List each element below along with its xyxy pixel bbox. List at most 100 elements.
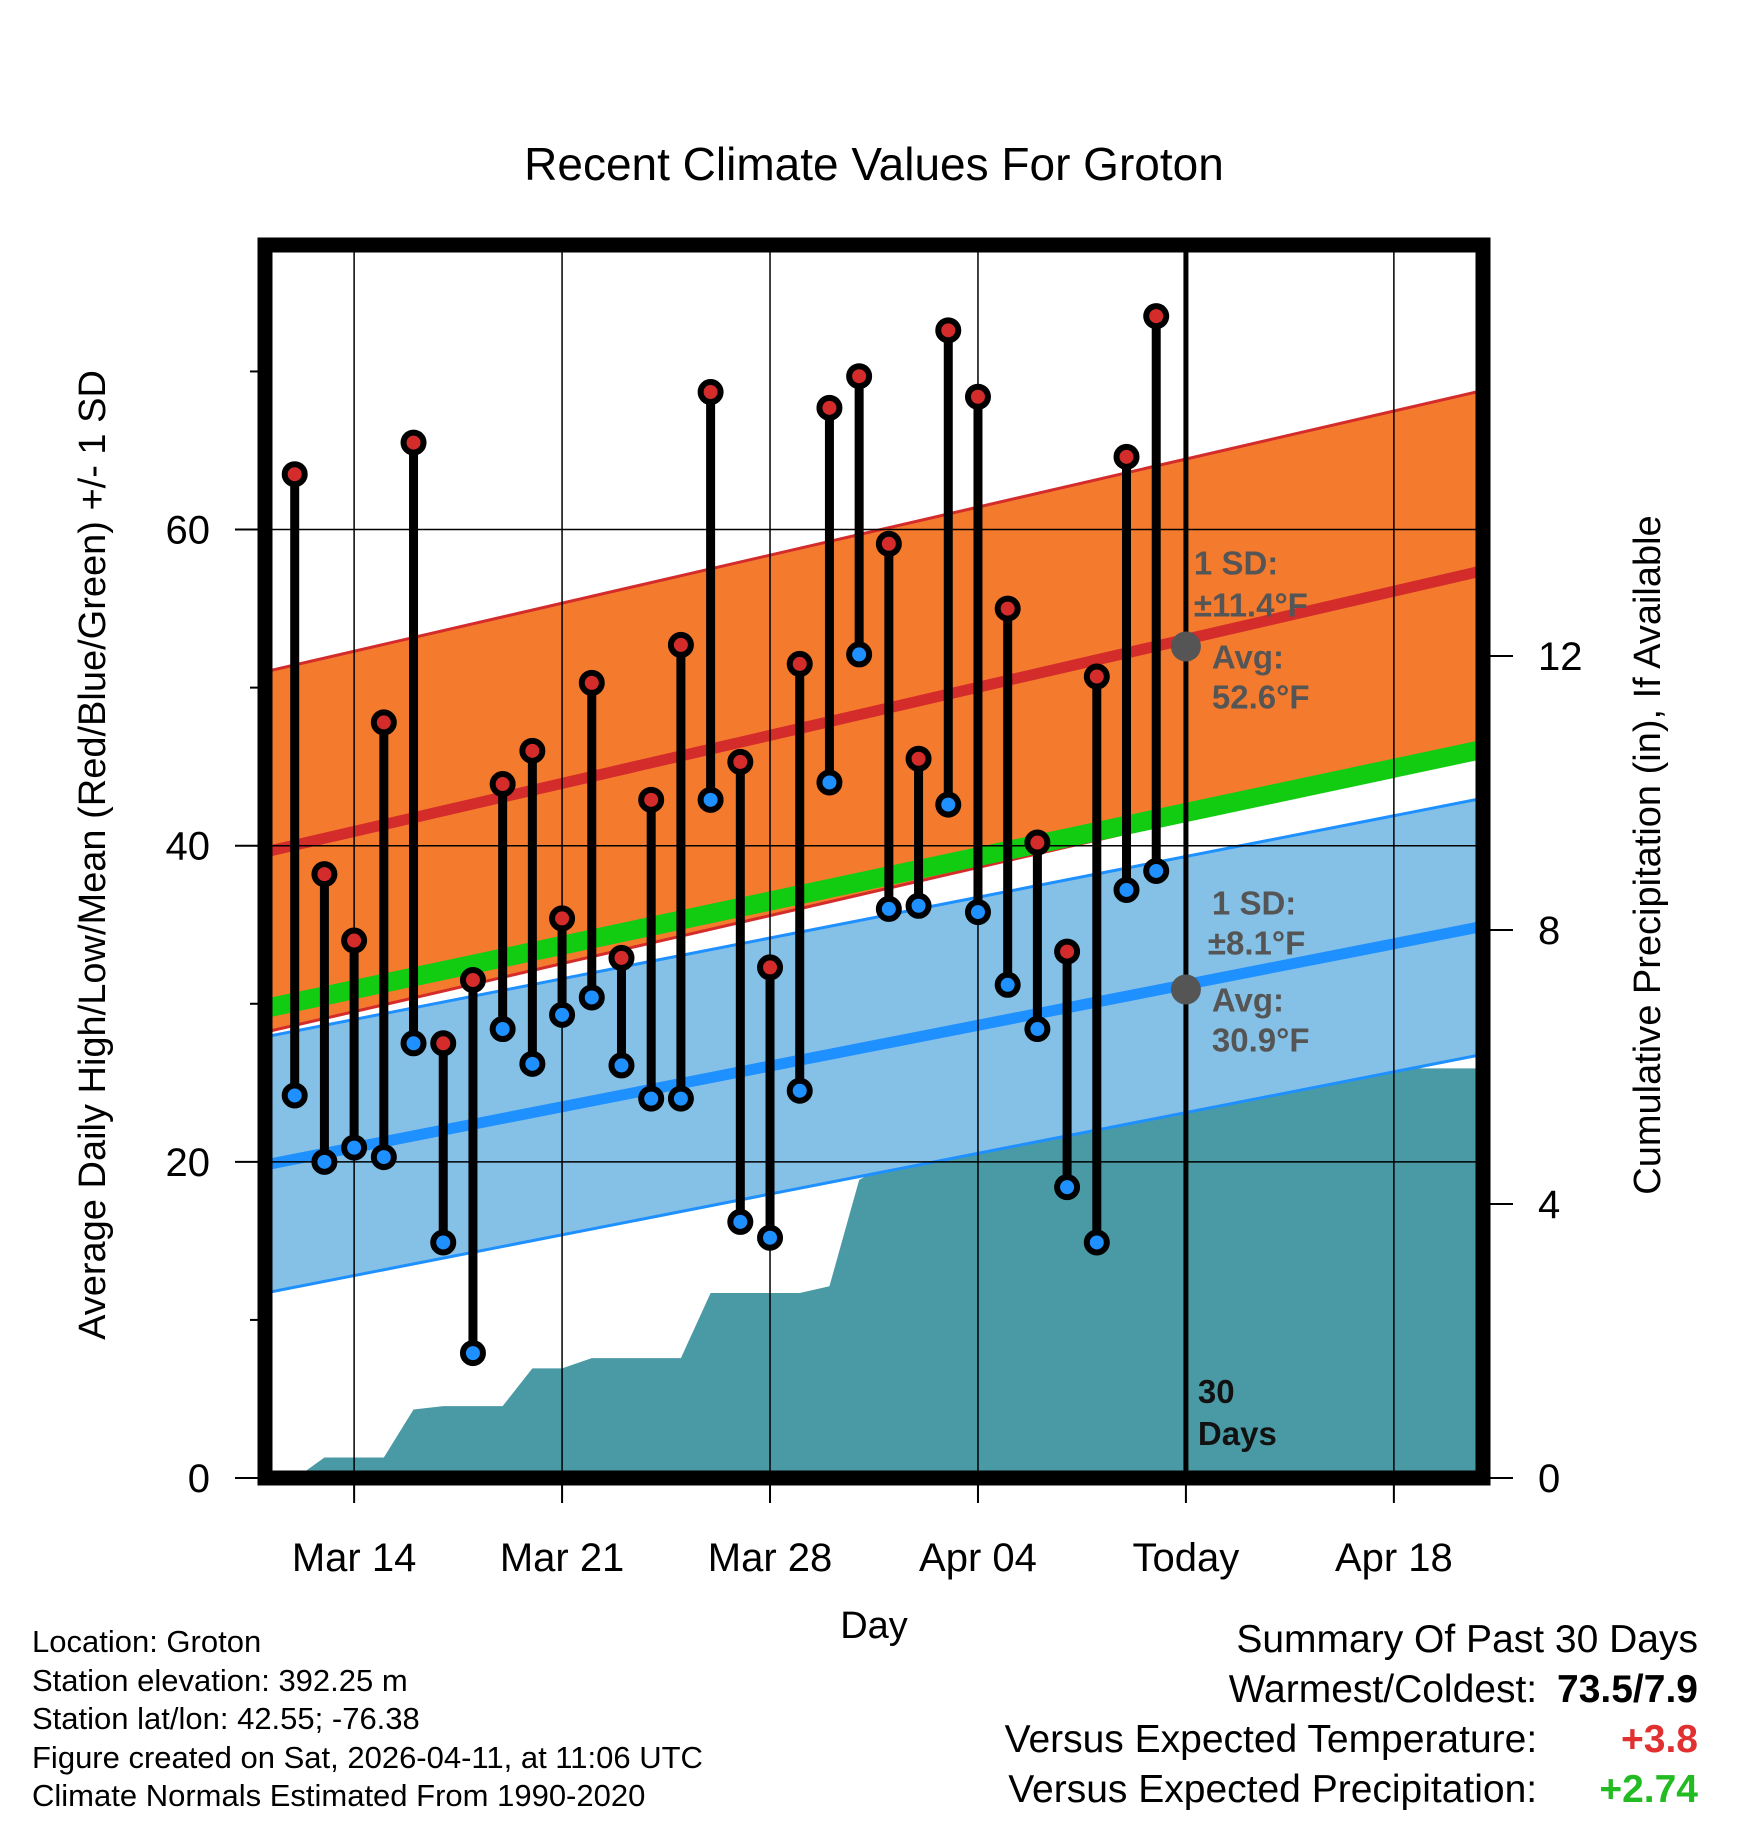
daily-high-point: [964, 383, 991, 410]
daily-low-point: [1143, 857, 1170, 884]
daily-low-point: [1054, 1174, 1081, 1201]
daily-low-point: [430, 1229, 457, 1256]
daily-low-point: [905, 892, 932, 919]
daily-high-point: [489, 771, 516, 798]
daily-low-point: [459, 1340, 486, 1367]
daily-high-point: [1113, 443, 1140, 470]
latlon-text: Station lat/lon: 42.55; -76.38: [32, 1701, 420, 1736]
daily-high-point: [935, 317, 962, 344]
daily-high-point: [549, 905, 576, 932]
low-avg-label: Avg:: [1212, 982, 1284, 1019]
daily-high-point: [846, 363, 873, 390]
daily-low-point: [757, 1224, 784, 1251]
x-tick-label: Apr 04: [919, 1536, 1037, 1580]
daily-low-point: [608, 1052, 635, 1079]
daily-low-point: [519, 1050, 546, 1077]
daily-high-point: [519, 737, 546, 764]
y-left-tick-label: 40: [166, 825, 211, 869]
normal-high-line: [265, 565, 1483, 858]
temp-diff-label: Versus Expected Temperature:: [1004, 1718, 1538, 1761]
daily-high-point: [341, 927, 368, 954]
precip-diff-value: +2.74: [1599, 1768, 1698, 1811]
daily-high-point: [638, 786, 665, 813]
summary-heading: Summary Of Past 30 Days: [1236, 1618, 1698, 1661]
low-sd-value: ±8.1°F: [1208, 925, 1305, 962]
daily-high-point: [459, 967, 486, 994]
y-axis-right-label: Cumulative Precipitation (in), If Availa…: [1627, 515, 1669, 1194]
daily-low-point: [816, 769, 843, 796]
daily-low-point: [1024, 1016, 1051, 1043]
daily-high-point: [757, 954, 784, 981]
daily-low-point: [400, 1030, 427, 1057]
daily-low-point: [370, 1144, 397, 1171]
low-sd-band-lower-edge: [265, 1052, 1483, 1295]
y-left-tick-label: 0: [188, 1457, 210, 1501]
daily-low-point: [638, 1085, 665, 1112]
daily-low-point: [667, 1085, 694, 1112]
x-tick-label: Mar 14: [292, 1536, 417, 1580]
daily-high-point: [1143, 303, 1170, 330]
normal-mean-line: [265, 739, 1483, 1018]
daily-low-point: [875, 895, 902, 922]
summary-temp-row: Versus Expected Temperature: +3.8: [1005, 1715, 1698, 1765]
daily-low-point: [281, 1082, 308, 1109]
daily-high-point: [816, 394, 843, 421]
daily-high-point: [1054, 938, 1081, 965]
daily-high-point: [786, 650, 813, 677]
y-right-tick-label: 0: [1538, 1457, 1560, 1501]
chart-title: Recent Climate Values For Groton: [524, 138, 1224, 190]
warmest-value: 73.5/7.9: [1557, 1668, 1698, 1711]
daily-high-point: [430, 1030, 457, 1057]
y-left-tick-label: 20: [166, 1141, 211, 1185]
daily-low-point: [1113, 876, 1140, 903]
plot-clip-group: [265, 245, 1483, 1478]
daily-high-point: [667, 631, 694, 658]
daily-low-point: [578, 984, 605, 1011]
daily-high-point: [281, 461, 308, 488]
high-sd-label: 1 SD:: [1194, 545, 1278, 582]
daily-high-point: [994, 595, 1021, 622]
high-sd-value: ±11.4°F: [1194, 587, 1308, 624]
temp-diff-value: +3.8: [1621, 1718, 1698, 1761]
precip-area: [265, 1068, 1483, 1478]
daily-low-point: [786, 1077, 813, 1104]
daily-high-point: [311, 861, 338, 888]
daily-high-point: [905, 745, 932, 772]
precip-diff-label: Versus Expected Precipitation:: [1008, 1768, 1538, 1811]
y-axis-left-label: Average Daily High/Low/Mean (Red/Blue/Gr…: [72, 370, 114, 1340]
x-axis-label: Day: [840, 1605, 908, 1647]
station-info: Location: Groton Station elevation: 392.…: [32, 1623, 703, 1816]
today-low-avg-dot: [1170, 974, 1201, 1005]
summary-panel: Summary Of Past 30 Days Warmest/Coldest:…: [1005, 1615, 1698, 1815]
x-tick-label: Today: [1133, 1536, 1240, 1580]
daily-high-point: [370, 709, 397, 736]
x-tick-label: Mar 21: [500, 1536, 625, 1580]
y-right-tick-label: 8: [1538, 909, 1560, 953]
daily-low-point: [549, 1001, 576, 1028]
daily-high-point: [578, 669, 605, 696]
daily-low-point: [994, 971, 1021, 998]
daily-low-point: [935, 791, 962, 818]
normals-text: Climate Normals Estimated From 1990-2020: [32, 1778, 646, 1813]
plot-frame: [257, 237, 1491, 1486]
daily-high-point: [400, 429, 427, 456]
y-right-tick-label: 12: [1538, 635, 1583, 679]
daily-high-point: [875, 530, 902, 557]
daily-high-point: [608, 944, 635, 971]
today-high-avg-dot: [1170, 631, 1201, 662]
daily-low-point: [697, 786, 724, 813]
x-tick-label: Mar 28: [708, 1536, 833, 1580]
summary-warmest-row: Warmest/Coldest: 73.5/7.9: [1005, 1665, 1698, 1715]
daily-low-point: [964, 899, 991, 926]
high-sd-band-upper-edge: [265, 388, 1483, 674]
days-count-word: Days: [1198, 1415, 1277, 1452]
daily-low-point: [341, 1134, 368, 1161]
location-text: Location: Groton: [32, 1624, 262, 1659]
low-sd-band-upper-edge: [265, 796, 1483, 1039]
daily-low-point: [846, 641, 873, 668]
daily-high-point: [1024, 829, 1051, 856]
high-avg-value: 52.6°F: [1212, 679, 1310, 716]
daily-high-point: [697, 379, 724, 406]
